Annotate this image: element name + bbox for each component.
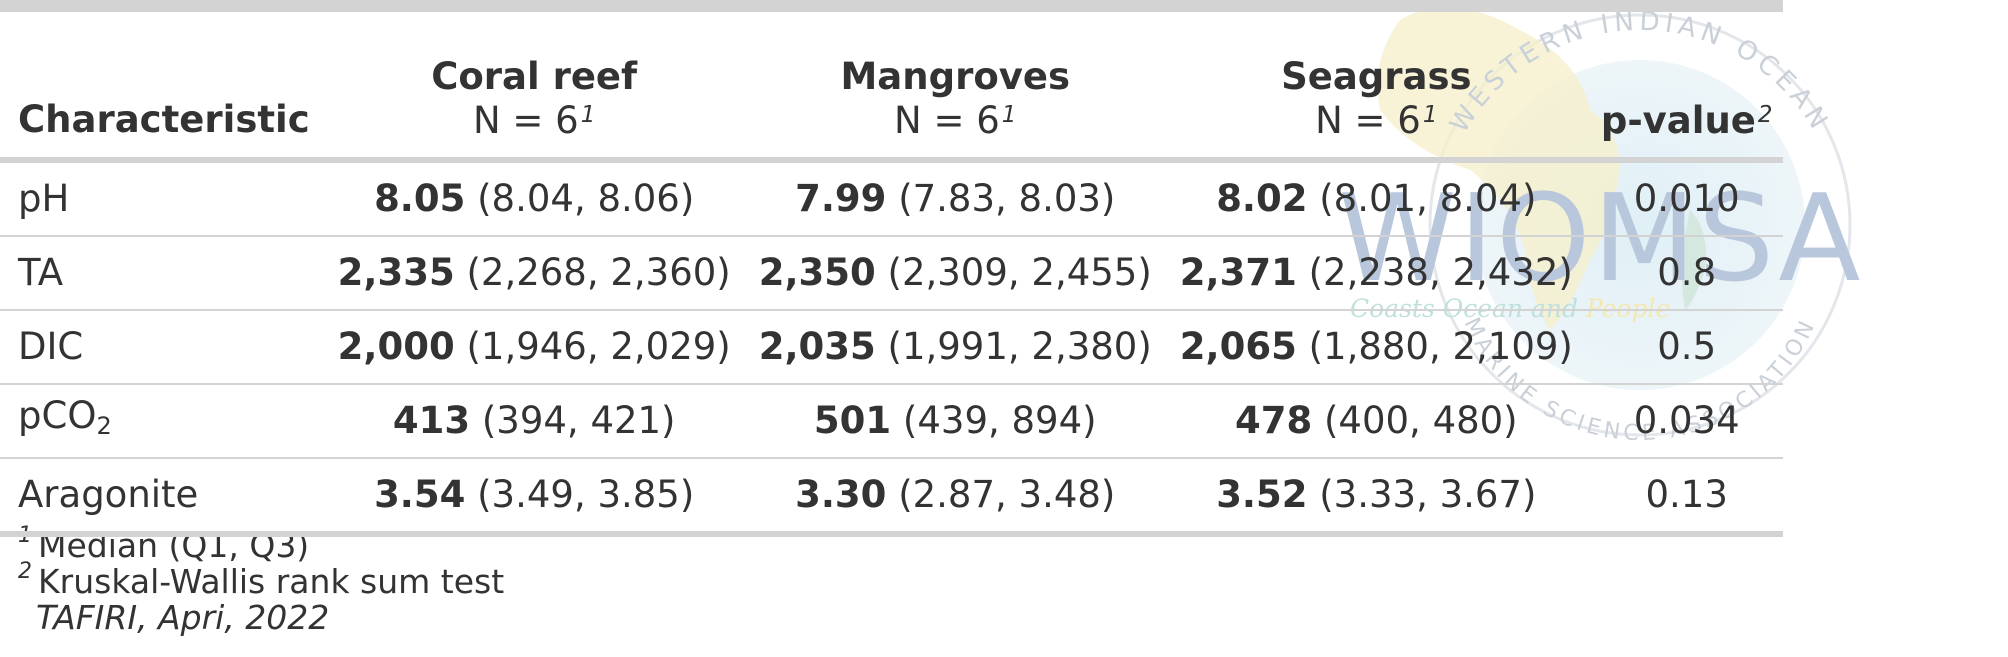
cell-seagrass: 2,065 (1,880, 2,109)	[1161, 310, 1583, 385]
summary-table: Characteristic Coral reef N = 61 Mangrov…	[0, 0, 1783, 537]
table-row: Aragonite 3.54 (3.49, 3.85) 3.30 (2.87, …	[0, 458, 1783, 537]
cell-mangroves: 7.99 (7.83, 8.03)	[740, 160, 1162, 237]
cell-coral-reef: 8.05 (8.04, 8.06)	[319, 160, 741, 237]
group-n: N = 61	[1315, 99, 1438, 142]
cell-seagrass: 8.02 (8.01, 8.04)	[1161, 160, 1583, 237]
table-row: pH 8.05 (8.04, 8.06) 7.99 (7.83, 8.03) 8…	[0, 160, 1783, 237]
row-label: Aragonite	[0, 458, 320, 537]
cell-p-value: 0.8	[1582, 236, 1783, 311]
cell-mangroves: 2,035 (1,991, 2,380)	[740, 310, 1162, 385]
group-name: Coral reef	[431, 55, 638, 98]
cell-p-value: 0.010	[1582, 160, 1783, 237]
row-label: DIC	[0, 310, 320, 385]
header-row: Characteristic Coral reef N = 61 Mangrov…	[0, 9, 1783, 163]
group-n: N = 61	[894, 99, 1017, 142]
table-footnotes: 1 Median (Q1, Q3) 2 Kruskal-Wallis rank su…	[18, 523, 505, 637]
cell-seagrass: 478 (400, 480)	[1161, 384, 1583, 459]
cell-seagrass: 3.52 (3.33, 3.67)	[1161, 458, 1583, 537]
cell-coral-reef: 2,000 (1,946, 2,029)	[319, 310, 741, 385]
cell-mangroves: 3.30 (2.87, 3.48)	[740, 458, 1162, 537]
header-p-value: p-value2	[1582, 9, 1783, 163]
cell-seagrass: 2,371 (2,238, 2,432)	[1161, 236, 1583, 311]
cell-p-value: 0.5	[1582, 310, 1783, 385]
table-row: DIC 2,000 (1,946, 2,029) 2,035 (1,991, 2…	[0, 310, 1783, 385]
cell-coral-reef: 413 (394, 421)	[319, 384, 741, 459]
group-name: Mangroves	[840, 55, 1070, 98]
cell-coral-reef: 2,335 (2,268, 2,360)	[319, 236, 741, 311]
footnote-2: 2 Kruskal-Wallis rank sum test	[18, 559, 505, 601]
header-characteristic: Characteristic	[0, 9, 320, 163]
cell-mangroves: 2,350 (2,309, 2,455)	[740, 236, 1162, 311]
header-coral-reef: Coral reef N = 61	[319, 9, 741, 163]
header-seagrass: Seagrass N = 61	[1161, 9, 1583, 163]
table-row: pCO2 413 (394, 421) 501 (439, 894) 478 (…	[0, 384, 1783, 459]
cell-p-value: 0.034	[1582, 384, 1783, 459]
cell-coral-reef: 3.54 (3.49, 3.85)	[319, 458, 741, 537]
group-n: N = 61	[472, 99, 596, 142]
header-mangroves: Mangroves N = 61	[740, 9, 1162, 163]
row-label: pH	[0, 160, 320, 237]
row-label: TA	[0, 236, 320, 311]
cell-p-value: 0.13	[1582, 458, 1783, 537]
summary-table-wrap: Characteristic Coral reef N = 61 Mangrov…	[0, 0, 1783, 537]
table-row: TA 2,335 (2,268, 2,360) 2,350 (2,309, 2,…	[0, 236, 1783, 311]
row-label: pCO2	[0, 384, 320, 459]
source-note: TAFIRI, Apri, 2022	[36, 598, 330, 637]
group-name: Seagrass	[1281, 55, 1472, 98]
cell-mangroves: 501 (439, 894)	[740, 384, 1162, 459]
